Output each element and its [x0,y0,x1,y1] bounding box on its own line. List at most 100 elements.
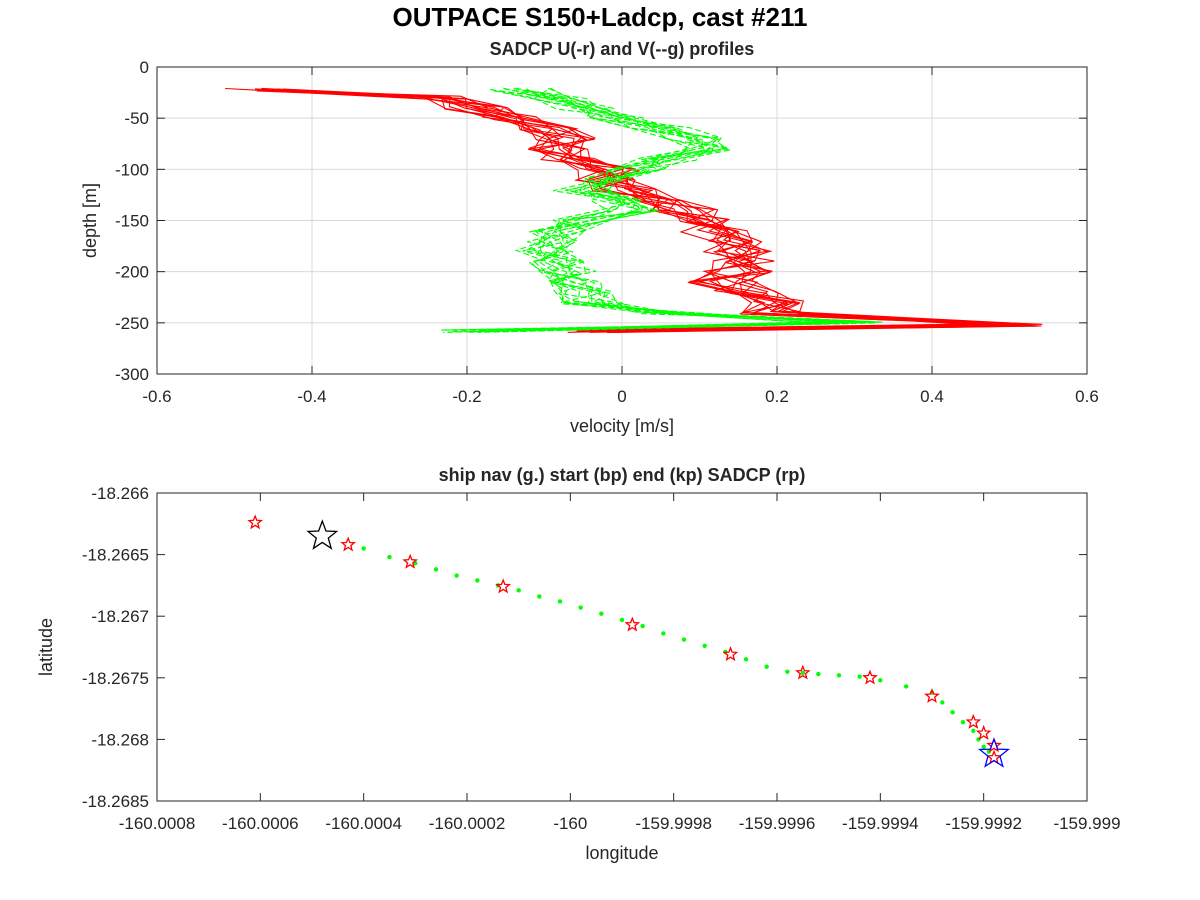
x-tick-label: -159.999 [1053,814,1120,833]
v-profile-line [471,87,837,333]
u-profile-line [225,87,1012,334]
u-profile-line [276,88,983,331]
sadcp-point-marker [495,578,512,594]
x-tick-label: -159.9998 [635,814,712,833]
y-tick-label: -18.268 [91,730,149,749]
sadcp-point-marker [722,646,739,662]
x-tick-label: -159.9994 [842,814,919,833]
v-profile-line [486,88,861,331]
v-profile-line [488,89,872,332]
start-marker [306,519,339,550]
sadcp-point-marker [986,737,1002,753]
ship-nav-point [387,554,392,560]
y-tick-label: -150 [115,212,149,231]
sadcp-point-marker [402,553,418,569]
ship-nav-point [516,588,521,593]
ship-nav-point [537,594,542,599]
ship-nav-point [578,605,583,610]
ship-nav-point [971,728,976,733]
v-profile-line [438,90,880,331]
y-tick-label: -18.267 [91,607,149,626]
plot-title-nav: ship nav (g.) start (bp) end (kp) SADCP … [439,465,806,485]
sadcp-point-marker [247,514,264,530]
v-profile-line [478,89,825,333]
x-tick-label: -0.4 [297,387,326,406]
x-tick-label: -159.9996 [739,814,816,833]
ship-nav-point [836,673,842,678]
ship-nav-point [361,546,366,551]
sadcp-point-marker [862,669,878,685]
x-tick-label: -159.9992 [945,814,1022,833]
ship-nav-point [950,710,955,715]
y-tick-label: -18.2675 [82,669,149,688]
x-axis-label-nav: longitude [585,843,658,863]
u-profile-line [269,89,1023,334]
ship-nav-point [785,669,790,674]
y-tick-label: -250 [115,314,149,333]
x-tick-label: -0.2 [452,387,481,406]
ship-nav-point [857,674,862,679]
plot-title-profiles: SADCP U(-r) and V(--g) profiles [490,39,755,59]
sadcp-point-marker [340,536,357,552]
sadcp-point-marker [624,616,641,632]
x-tick-label: 0.4 [920,387,944,406]
u-profile-line [261,87,1042,331]
v-profile-line [469,90,883,333]
ship-nav-point [475,578,480,583]
ship-nav-point [816,671,821,677]
ship-nav-point [557,599,563,604]
profiles-series-group [225,87,1043,334]
ship-nav-point [681,637,687,642]
plot-area-nav [157,493,1087,801]
ship-nav-point [981,744,986,749]
x-axis-label-profiles: velocity [m/s] [570,416,674,436]
y-tick-label: -100 [115,160,149,179]
y-tick-label: -200 [115,263,149,282]
y-axis-label-nav: latitude [36,618,56,676]
ship-nav-point [903,684,909,689]
ship-nav-point [702,643,707,648]
ship-nav-point [764,664,769,669]
y-tick-label: -50 [124,109,149,128]
sadcp-point-marker [924,687,940,703]
x-tick-label: -0.6 [142,387,171,406]
ship-nav-point [800,670,806,676]
x-tick-label: -160.0008 [119,814,196,833]
ship-nav-point [661,631,666,636]
figure-title: OUTPACE S150+Ladcp, cast #211 [392,2,808,32]
x-tick-label: -160.0004 [325,814,402,833]
u-profile-line [263,89,988,331]
ship-nav-point [640,623,645,629]
ship-nav-point [619,617,625,623]
x-tick-label: 0 [617,387,626,406]
end-marker [977,737,1011,768]
ship-nav-point [743,657,749,662]
ship-nav-point [433,567,439,572]
x-tick-label: 0.6 [1075,387,1099,406]
ship-nav-point [878,678,883,683]
sadcp-point-marker [975,724,992,740]
x-tick-label: -160.0002 [429,814,506,833]
y-tick-label: -18.266 [91,484,149,503]
sadcp-point-marker [965,713,982,729]
axes-box-nav [156,492,1088,802]
v-profile-line [463,88,826,332]
v-profile-line [494,87,829,333]
ship-nav-point [454,573,459,578]
ship-nav-point [960,719,966,725]
y-tick-label: 0 [140,58,149,77]
u-profile-line [256,90,990,331]
v-profile-line [442,87,853,333]
y-tick-label: -18.2665 [82,546,149,565]
sadcp-point-marker [794,664,811,680]
x-tick-label: -160 [553,814,587,833]
x-tick-label: -160.0006 [222,814,299,833]
v-profile-line [484,87,845,331]
v-profile-line [497,88,850,331]
y-tick-label: -300 [115,365,149,384]
ship-nav-point [940,700,945,705]
y-axis-label-profiles: depth [m] [80,183,100,258]
x-tick-label: 0.2 [765,387,789,406]
